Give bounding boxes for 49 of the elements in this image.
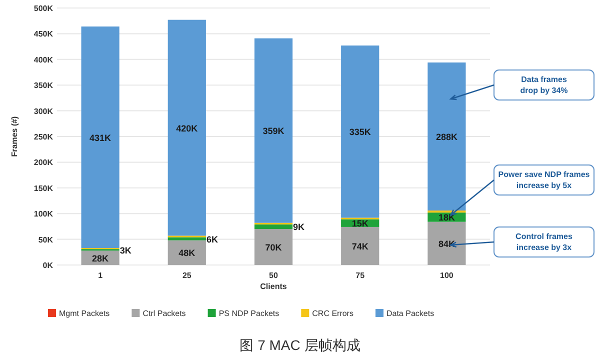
data-label: 431K bbox=[90, 132, 112, 143]
x-tick-label: 50 bbox=[269, 271, 278, 280]
y-tick-label: 400K bbox=[34, 55, 54, 64]
data-label: 3K bbox=[120, 245, 132, 256]
data-label: 288K bbox=[436, 132, 458, 142]
data-label: 74K bbox=[352, 241, 369, 252]
bar bbox=[428, 62, 466, 211]
bar bbox=[341, 46, 380, 218]
x-axis-title: Clients bbox=[260, 282, 288, 291]
y-tick-label: 50K bbox=[38, 235, 54, 244]
y-tick-label: 350K bbox=[34, 81, 54, 90]
data-label: 6K bbox=[206, 234, 218, 244]
y-tick-label: 300K bbox=[34, 106, 54, 116]
y-tick-label: 150K bbox=[34, 184, 54, 193]
data-label: 420K bbox=[176, 123, 198, 134]
legend-label: PS NDP Packets bbox=[218, 309, 280, 318]
legend-label: Mgmt Packets bbox=[59, 309, 110, 318]
bar bbox=[168, 240, 206, 265]
text: 图 7 MAC 层帧构成 bbox=[240, 337, 360, 353]
legend-label: Ctrl Packets bbox=[142, 309, 186, 318]
y-tick-label: 250K bbox=[34, 132, 54, 142]
legend-label: CRC Errors bbox=[312, 309, 354, 318]
legend-label: Data Packets bbox=[386, 309, 434, 318]
data-label: 70K bbox=[265, 242, 282, 253]
bar bbox=[81, 26, 120, 248]
bar bbox=[254, 229, 293, 265]
x-tick-label: 75 bbox=[356, 271, 366, 280]
data-label: 48K bbox=[178, 248, 196, 258]
data-label: 9K bbox=[293, 222, 306, 232]
data-label: 28K bbox=[92, 253, 110, 264]
bar bbox=[428, 222, 466, 265]
data-label: 359K bbox=[262, 126, 285, 136]
data-label: 335K bbox=[349, 127, 372, 138]
y-tick-label: 0K bbox=[42, 261, 54, 270]
bar bbox=[254, 224, 293, 230]
y-tick-label: 500K bbox=[34, 4, 54, 13]
bar bbox=[254, 38, 293, 223]
x-tick-label: 25 bbox=[182, 271, 192, 280]
annotation: Power save NDP frames increase by 5x bbox=[498, 170, 590, 190]
bar bbox=[168, 237, 206, 240]
bar bbox=[341, 226, 380, 265]
x-tick-label: 1 bbox=[98, 271, 104, 280]
x-tick-label: 100 bbox=[440, 271, 454, 280]
y-tick-label: 200K bbox=[34, 158, 54, 168]
data-label: 15K bbox=[352, 218, 369, 229]
y-axis-title: Frames (#) bbox=[10, 116, 19, 157]
y-tick-label: 450K bbox=[34, 30, 54, 39]
y-tick-label: 100K bbox=[34, 210, 54, 219]
bar bbox=[168, 20, 206, 236]
